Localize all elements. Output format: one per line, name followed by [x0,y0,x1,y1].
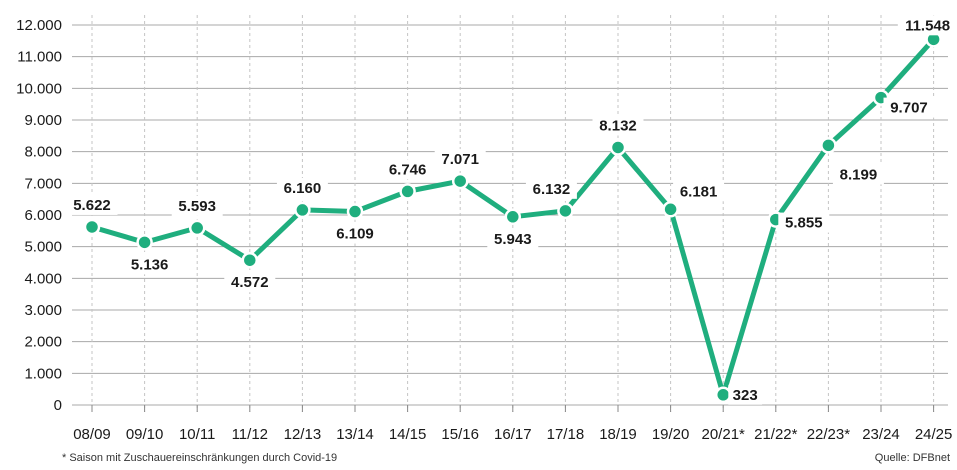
data-point [241,251,259,269]
y-tick-label: 2.000 [24,334,62,351]
x-axis: 08/09 09/10 10/11 11/12 12/13 13/14 14/15 15/16… [73,405,952,443]
x-tick-label: 14/15 [389,426,427,443]
data-point [451,172,469,190]
data-label-bg [778,212,830,233]
data-point [714,386,732,404]
data-label-bg [487,228,539,249]
x-tick-label: 23/24 [862,426,900,443]
x-tick-label: 17/18 [547,426,585,443]
data-label: 323 [733,387,758,404]
x-tick-label: 19/20 [652,426,690,443]
data-label-bg [897,15,957,36]
data-label: 5.855 [785,215,823,232]
data-point [557,202,574,220]
y-tick-label: 8.000 [24,144,62,161]
x-tick-label: 22/23* [807,426,851,443]
y-tick-label: 6.000 [24,207,62,224]
y-tick-label: 0 [54,397,62,414]
data-label: 5.622 [73,197,111,214]
y-tick-label: 7.000 [24,175,62,192]
data-point [83,218,101,236]
x-tick-label: 10/11 [179,426,215,443]
x-tick-label: 11/12 [232,426,268,443]
data-label-bg [171,195,223,216]
x-tick-label: 16/17 [494,426,532,443]
x-tick-label: 15/16 [441,426,479,443]
y-tick-label: 10.000 [16,80,62,97]
data-point [136,234,153,251]
data-label: 5.136 [131,256,169,273]
footnote: * Saison mit Zuschauereinschränkungen du… [62,452,337,464]
data-label-bg [382,159,434,180]
data-point [294,201,311,219]
data-point [820,137,837,154]
y-tick-label: 4.000 [24,270,62,287]
x-tick-label: 21/22* [754,426,798,443]
y-tick-label: 9.000 [24,112,62,129]
data-point [609,139,627,156]
data-label: 6.160 [284,180,322,197]
y-tick-label: 11.000 [17,49,62,66]
x-tick-label: 09/10 [126,426,164,443]
data-label-bg [728,384,763,405]
data-label-bg [673,181,725,202]
source-note: Quelle: DFBnet [875,452,950,464]
data-label-bg [66,194,118,215]
data-label-bg [224,272,276,293]
data-labels: 5.622 5.136 5.593 4.572 6.160 6.109 6.746 7.071… [66,15,957,405]
y-axis: 0 1.000 2.000 3.000 4.000 5.000 6.000 7.000 8.00… [16,17,62,414]
data-point [346,203,364,220]
data-label-bg [276,177,328,198]
data-point [399,183,416,200]
data-label-bg [434,149,486,170]
data-label: 8.199 [840,166,878,183]
data-label: 6.181 [680,183,718,200]
x-tick-label: 24/25 [915,426,953,443]
data-label: 5.593 [178,198,216,215]
data-point [504,208,522,226]
data-label-bg [329,223,381,244]
data-label-bg [592,115,644,136]
data-label: 6.746 [389,161,427,178]
data-point [662,201,679,218]
data-label: 4.572 [231,274,269,291]
y-tick-label: 12.000 [16,17,62,34]
data-point [188,219,206,237]
y-tick-label: 1.000 [24,365,62,382]
y-tick-label: 3.000 [24,302,62,319]
data-label-bg [525,178,577,199]
data-label: 6.132 [533,181,571,198]
x-tick-label: 13/14 [336,426,374,443]
data-label: 6.109 [336,226,374,243]
data-label: 5.943 [494,231,532,248]
x-tick-label: 20/21* [702,426,746,443]
data-label: 9.707 [890,100,928,117]
x-tick-label: 12/13 [284,426,322,443]
data-label: 7.071 [441,151,479,168]
data-points [83,31,942,404]
data-label: 8.132 [599,117,637,134]
data-label-bg [883,97,935,118]
data-label: 11.548 [905,17,950,34]
y-tick-label: 5.000 [24,239,62,256]
x-tick-label: 18/19 [599,426,637,443]
data-label-bg [124,254,176,275]
x-tick-label: 08/09 [73,426,111,443]
data-label-bg [832,164,884,185]
